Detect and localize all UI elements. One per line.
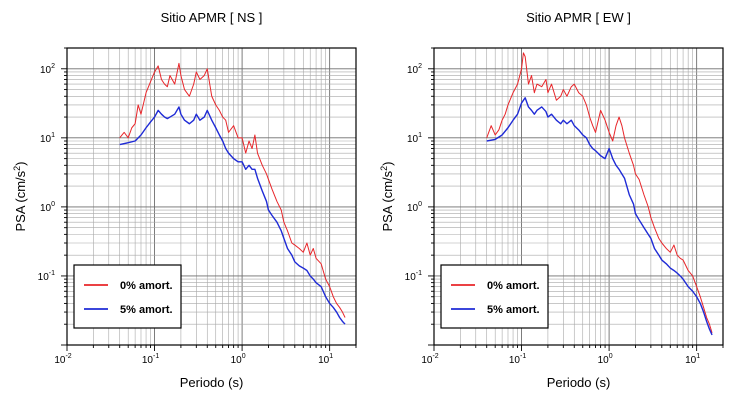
x-axis-label: Periodo (s) <box>547 375 611 390</box>
legend: 0% amort. 5% amort. <box>73 264 182 329</box>
x-tick-label: 10-2 <box>54 353 71 366</box>
legend-box <box>73 264 182 329</box>
grid <box>66 47 357 346</box>
chart-title: Sitio APMR [ NS ] <box>161 10 263 25</box>
x-tick-label: 101 <box>318 353 333 366</box>
legend-label: 0% amort. <box>487 280 540 292</box>
series-line-damped <box>486 97 713 336</box>
legend-label: 5% amort. <box>120 304 173 316</box>
legend: 0% amort. 5% amort. <box>440 264 549 329</box>
series-group <box>486 52 713 336</box>
y-axis-label: PSA (cm/s2) <box>379 161 395 231</box>
y-tick-label: 102 <box>407 63 422 76</box>
plot-frame <box>66 47 357 346</box>
series-group <box>119 62 346 325</box>
chart-panel-2: 10-2 10-1 100 101 10-1 100 101 102 Sitio APMR [ … <box>379 10 724 390</box>
legend-label: 5% amort. <box>487 304 540 316</box>
x-axis-label: Periodo (s) <box>180 375 244 390</box>
chart-panel-1: 10-2 10-1 100 101 10-1 100 101 102 Sitio APMR [ … <box>12 10 357 390</box>
series-line-undamped <box>119 62 346 318</box>
legend-box <box>440 264 549 329</box>
series-line-undamped <box>486 52 713 333</box>
chart-title: Sitio APMR [ EW ] <box>526 10 631 25</box>
y-tick-label: 10-1 <box>405 270 422 283</box>
x-tick-label: 100 <box>231 353 246 366</box>
plot-frame <box>433 47 724 346</box>
y-tick-label: 10-1 <box>38 270 55 283</box>
y-tick-label: 101 <box>40 132 55 145</box>
y-tick-label: 100 <box>407 201 422 214</box>
x-tick-label: 10-2 <box>421 353 438 366</box>
y-tick-label: 102 <box>40 63 55 76</box>
y-tick-label: 100 <box>40 201 55 214</box>
x-tick-label: 10-1 <box>509 353 526 366</box>
y-axis-label: PSA (cm/s2) <box>12 161 28 231</box>
x-tick-label: 10-1 <box>142 353 159 366</box>
x-tick-label: 101 <box>685 353 700 366</box>
series-line-damped <box>119 106 346 325</box>
y-tick-label: 101 <box>407 132 422 145</box>
x-tick-label: 100 <box>598 353 613 366</box>
legend-label: 0% amort. <box>120 280 173 292</box>
